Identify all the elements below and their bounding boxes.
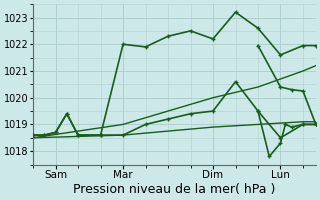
X-axis label: Pression niveau de la mer( hPa ): Pression niveau de la mer( hPa ) — [73, 183, 276, 196]
